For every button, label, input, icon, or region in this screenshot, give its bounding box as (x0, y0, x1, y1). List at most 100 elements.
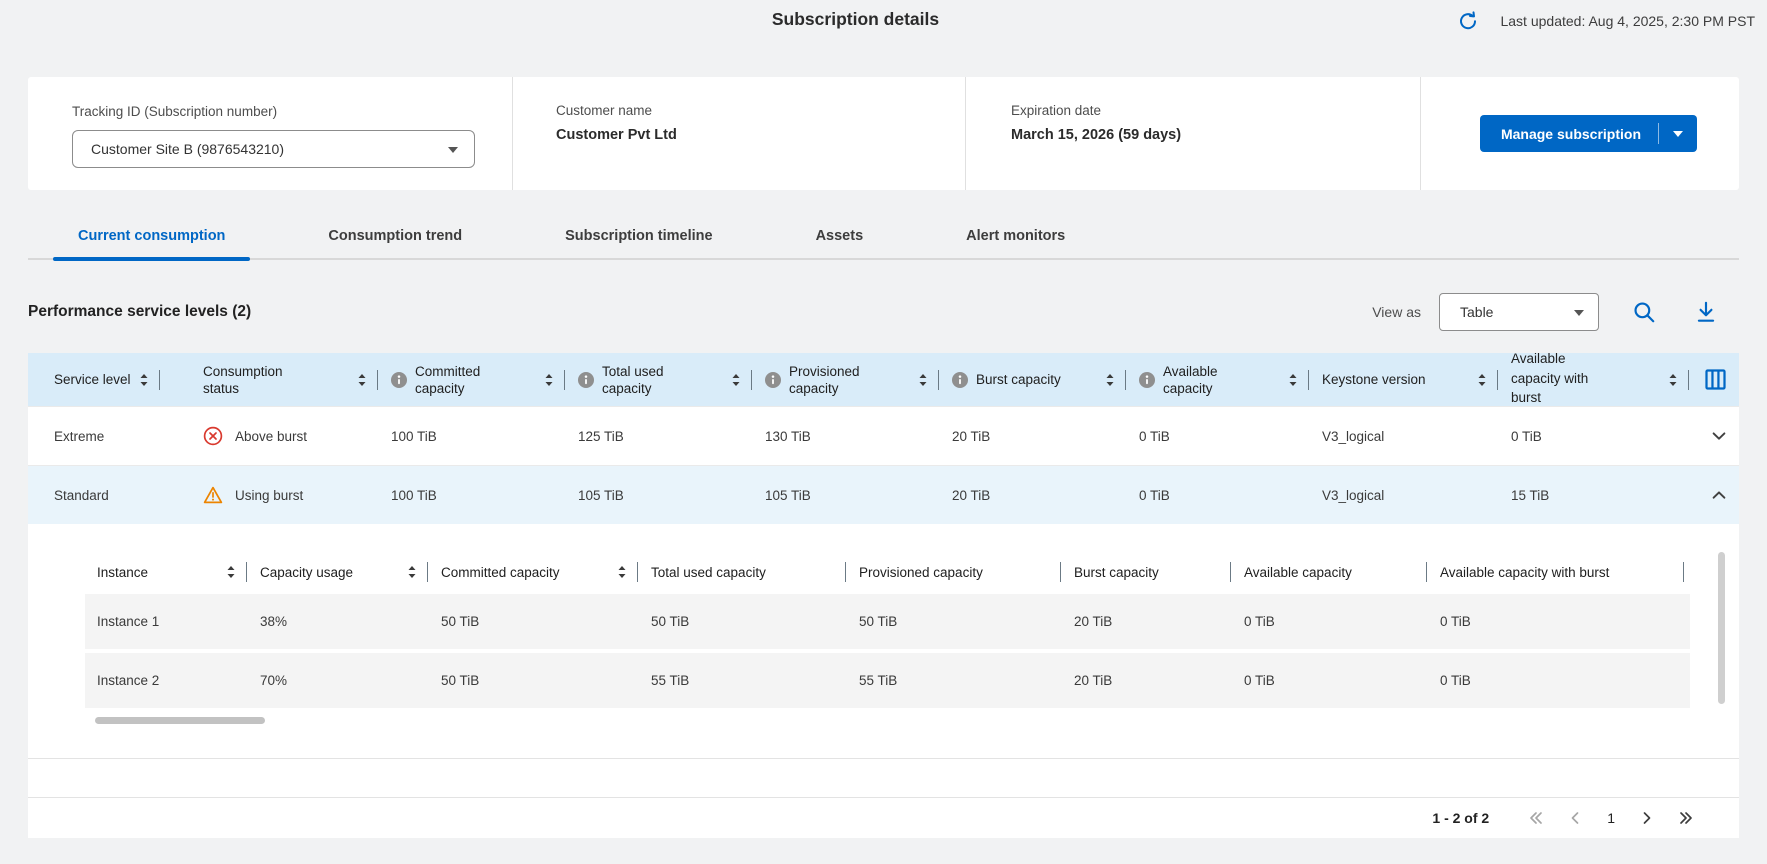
tab-current-consumption[interactable]: Current consumption (53, 228, 251, 261)
provisioned-capacity-cell: 105 TiB (765, 487, 811, 503)
download-icon[interactable] (1693, 299, 1719, 325)
sort-icon[interactable] (617, 565, 627, 579)
available-capacity-with-burst-cell: 0 TiB (1511, 428, 1542, 444)
sort-icon[interactable] (407, 565, 417, 579)
sort-icon[interactable] (357, 373, 367, 387)
column-header-total-used-capacity[interactable]: Total used capacity (578, 353, 765, 406)
column-settings[interactable] (1702, 353, 1739, 406)
column-header-committed-capacity[interactable]: Committed capacity (441, 554, 651, 590)
tab-subscription-timeline[interactable]: Subscription timeline (540, 228, 737, 258)
sort-icon[interactable] (918, 373, 928, 387)
column-divider (1683, 562, 1684, 582)
column-header-burst-capacity[interactable]: Burst capacity (952, 353, 1139, 406)
collapse-row-button[interactable] (1702, 486, 1739, 504)
column-header-keystone-version[interactable]: Keystone version (1322, 353, 1511, 406)
customer-name-section: Customer name Customer Pvt Ltd (512, 77, 965, 190)
manage-subscription-button[interactable]: Manage subscription (1479, 115, 1697, 152)
info-icon[interactable] (391, 371, 407, 388)
expiration-date-section: Expiration date March 15, 2026 (59 days) (965, 77, 1420, 190)
chevron-down-icon (448, 147, 458, 153)
column-label: Service level (54, 372, 131, 387)
column-header-available-capacity[interactable]: Available capacity (1244, 554, 1440, 590)
column-header-capacity-usage[interactable]: Capacity usage (260, 554, 441, 590)
total-used-capacity-cell: 55 TiB (651, 673, 690, 688)
instances-header-row: Instance Capacity usage Committed capaci… (85, 554, 1690, 590)
refresh-icon[interactable] (1456, 9, 1480, 33)
burst-capacity-cell: 20 TiB (1074, 673, 1113, 688)
column-header-provisioned-capacity[interactable]: Provisioned capacity (859, 554, 1074, 590)
previous-page-icon[interactable] (1569, 810, 1581, 826)
committed-capacity-cell: 50 TiB (441, 614, 480, 629)
view-as-value: Table (1460, 304, 1494, 320)
sort-icon[interactable] (1288, 373, 1298, 387)
column-divider (377, 369, 378, 390)
instance-row[interactable]: Instance 2 70% 50 TiB 55 TiB 55 TiB 20 T… (85, 653, 1690, 708)
tracking-id-section: Tracking ID (Subscription number) Custom… (28, 77, 512, 190)
column-label: Committed capacity (441, 564, 560, 580)
table-row-extreme[interactable]: Extreme Above burst 100 TiB 125 TiB 130 … (28, 406, 1739, 465)
tab-alert-monitors[interactable]: Alert monitors (941, 228, 1090, 258)
sort-icon[interactable] (1105, 373, 1115, 387)
vertical-scrollbar-thumb[interactable] (1718, 552, 1725, 704)
tab-assets[interactable]: Assets (791, 228, 889, 258)
column-label: Available capacity (1244, 564, 1352, 580)
burst-capacity-cell: 20 TiB (952, 428, 991, 444)
horizontal-scrollbar-track[interactable] (85, 717, 1690, 725)
column-divider (1497, 369, 1498, 390)
tracking-id-select[interactable]: Customer Site B (9876543210) (72, 130, 475, 168)
view-as-select[interactable]: Table (1439, 293, 1599, 331)
column-label: Capacity usage (260, 564, 354, 580)
column-header-committed-capacity[interactable]: Committed capacity (391, 353, 578, 406)
column-header-service-level[interactable]: Service level (54, 353, 203, 406)
column-header-consumption-status[interactable]: Consumption status (203, 353, 391, 406)
sort-icon[interactable] (1668, 373, 1678, 387)
horizontal-scrollbar-thumb[interactable] (95, 717, 265, 724)
current-page-number[interactable]: 1 (1607, 810, 1615, 826)
section-title: Performance service levels (2) (28, 303, 252, 320)
column-divider (1426, 562, 1427, 582)
capacity-usage-cell: 70% (260, 673, 288, 688)
sort-icon[interactable] (731, 373, 741, 387)
service-levels-table: Service level Consumption status Committ… (28, 353, 1739, 838)
available-capacity-with-burst-cell: 0 TiB (1440, 614, 1471, 629)
column-label: Total used capacity (651, 564, 766, 580)
column-header-available-capacity-with-burst[interactable]: Available capacity with burst (1511, 353, 1702, 406)
expand-row-button[interactable] (1702, 427, 1739, 445)
chevron-up-icon (1710, 486, 1728, 504)
info-icon[interactable] (1139, 371, 1155, 388)
instances-table: Instance Capacity usage Committed capaci… (85, 524, 1690, 725)
search-icon[interactable] (1631, 299, 1657, 325)
keystone-version-cell: V3_logical (1322, 487, 1385, 503)
column-header-available-capacity-with-burst[interactable]: Available capacity with burst (1440, 554, 1690, 590)
provisioned-capacity-cell: 130 TiB (765, 428, 811, 444)
committed-capacity-cell: 100 TiB (391, 428, 437, 444)
column-label: Total used capacity (602, 363, 664, 396)
column-header-total-used-capacity[interactable]: Total used capacity (651, 554, 859, 590)
sort-icon[interactable] (139, 373, 149, 387)
total-used-capacity-cell: 125 TiB (578, 428, 624, 444)
column-divider (751, 369, 752, 390)
service-level-cell: Extreme (54, 428, 105, 444)
column-header-burst-capacity[interactable]: Burst capacity (1074, 554, 1244, 590)
info-icon[interactable] (765, 371, 781, 388)
column-header-provisioned-capacity[interactable]: Provisioned capacity (765, 353, 952, 406)
last-page-icon[interactable] (1677, 810, 1695, 826)
column-divider (845, 562, 846, 582)
info-icon[interactable] (952, 371, 968, 388)
sort-icon[interactable] (226, 565, 236, 579)
provisioned-capacity-cell: 55 TiB (859, 673, 898, 688)
sort-icon[interactable] (1477, 373, 1487, 387)
info-icon[interactable] (578, 371, 594, 388)
tab-consumption-trend[interactable]: Consumption trend (303, 228, 487, 258)
capacity-usage-cell: 38% (260, 614, 288, 629)
first-page-icon[interactable] (1527, 810, 1545, 826)
status-text: Above burst (235, 428, 308, 444)
sort-icon[interactable] (544, 373, 554, 387)
burst-capacity-cell: 20 TiB (952, 487, 991, 503)
manage-subscription-menu-toggle[interactable] (1659, 130, 1697, 137)
next-page-icon[interactable] (1641, 810, 1653, 826)
table-row-standard[interactable]: Standard Using burst 100 TiB 105 TiB 105… (28, 465, 1739, 524)
instance-row[interactable]: Instance 1 38% 50 TiB 50 TiB 50 TiB 20 T… (85, 594, 1690, 649)
column-header-instance[interactable]: Instance (97, 554, 260, 590)
column-header-available-capacity[interactable]: Available capacity (1139, 353, 1322, 406)
